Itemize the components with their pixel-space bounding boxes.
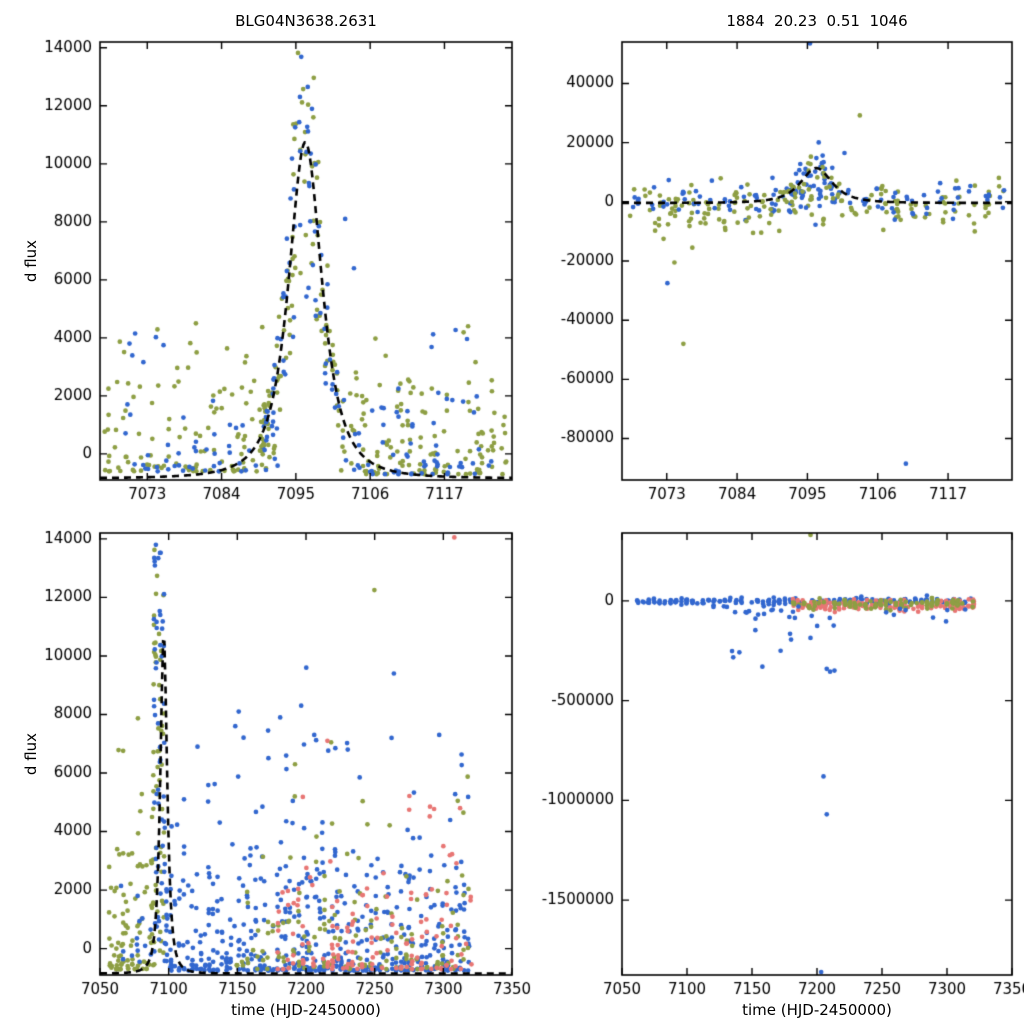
- panel-title-main-zoom: BLG04N3638.2631: [235, 12, 377, 30]
- y-axis-label-top: d flux: [22, 239, 40, 283]
- x-axis-label-bottom-left: time (HJD-2450000): [231, 1001, 381, 1019]
- x-axis-label-bottom-right: time (HJD-2450000): [742, 1001, 892, 1019]
- y-axis-label-bottom: d flux: [22, 732, 40, 776]
- panel-title-fit-params: 1884 20.23 0.51 1046: [726, 12, 908, 30]
